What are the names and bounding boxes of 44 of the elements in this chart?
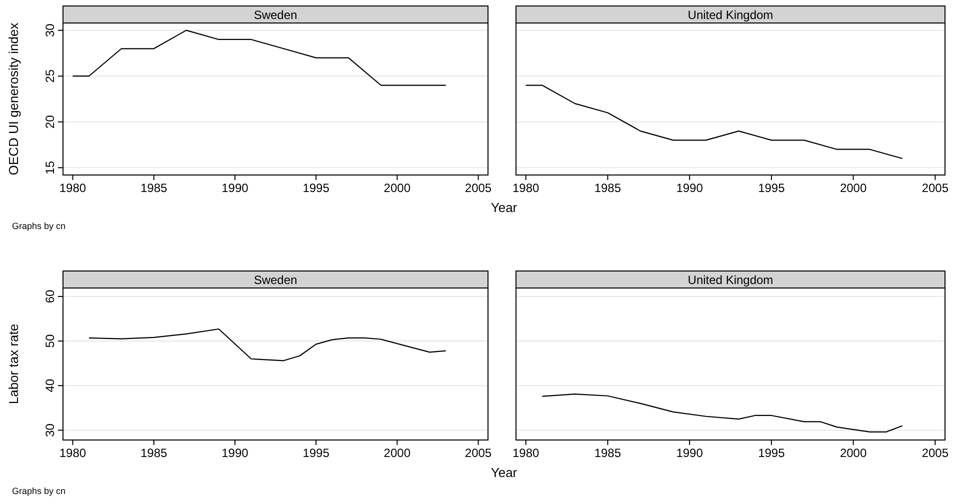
y-tick-label: 20	[43, 114, 57, 129]
y-tick-label: 40	[43, 378, 57, 392]
line-series	[72, 30, 446, 86]
text: Graphs by cn	[12, 486, 66, 496]
x-tick-label: 1980	[59, 446, 86, 460]
x-tick-label: 2000	[384, 181, 411, 195]
text: Graphs by cn	[12, 221, 66, 231]
x-axis-title: Year	[490, 465, 518, 480]
chart-title: Sweden	[254, 8, 298, 22]
chart-title: Sweden	[254, 273, 298, 287]
x-tick-label: 1995	[758, 446, 786, 460]
x-tick-label: 1985	[594, 446, 622, 460]
y-axis-title: Labor tax rate	[6, 324, 21, 404]
x-tick-label: 2005	[464, 181, 492, 195]
x-tick-label: 1980	[512, 181, 540, 195]
y-tick-label: 30	[43, 423, 57, 437]
y-tick-label: 25	[43, 69, 57, 83]
x-tick-label: 1990	[222, 446, 249, 460]
y-tick-label: 15	[43, 160, 57, 174]
x-tick-label: 2005	[464, 446, 492, 460]
x-tick-label: 2000	[840, 181, 867, 195]
x-tick-label: 1985	[594, 181, 622, 195]
x-tick-label: 1985	[140, 181, 168, 195]
x-tick-label: 1995	[302, 181, 330, 195]
x-tick-label: 1995	[302, 446, 330, 460]
x-axis-title: Year	[490, 200, 518, 215]
x-tick-label: 1995	[758, 181, 786, 195]
x-tick-label: 1980	[512, 446, 540, 460]
x-tick-label: 1980	[59, 181, 86, 195]
line-series	[88, 328, 446, 362]
y-tick-label: 30	[43, 23, 57, 38]
y-axis-title: OECD UI generosity index	[6, 22, 21, 176]
x-tick-label: 1990	[676, 181, 704, 195]
x-tick-label: 2000	[384, 446, 411, 460]
chart-title: United Kingdom	[688, 273, 774, 287]
x-tick-label: 2005	[922, 446, 949, 460]
chart-title: United Kingdom	[688, 8, 774, 22]
x-tick-label: 2005	[922, 181, 949, 195]
x-tick-label: 1990	[222, 181, 249, 195]
y-tick-label: 60	[43, 289, 57, 304]
x-tick-label: 1990	[676, 446, 704, 460]
x-tick-label: 1985	[140, 446, 168, 460]
y-tick-label: 50	[43, 334, 57, 348]
x-tick-label: 2000	[840, 446, 867, 460]
